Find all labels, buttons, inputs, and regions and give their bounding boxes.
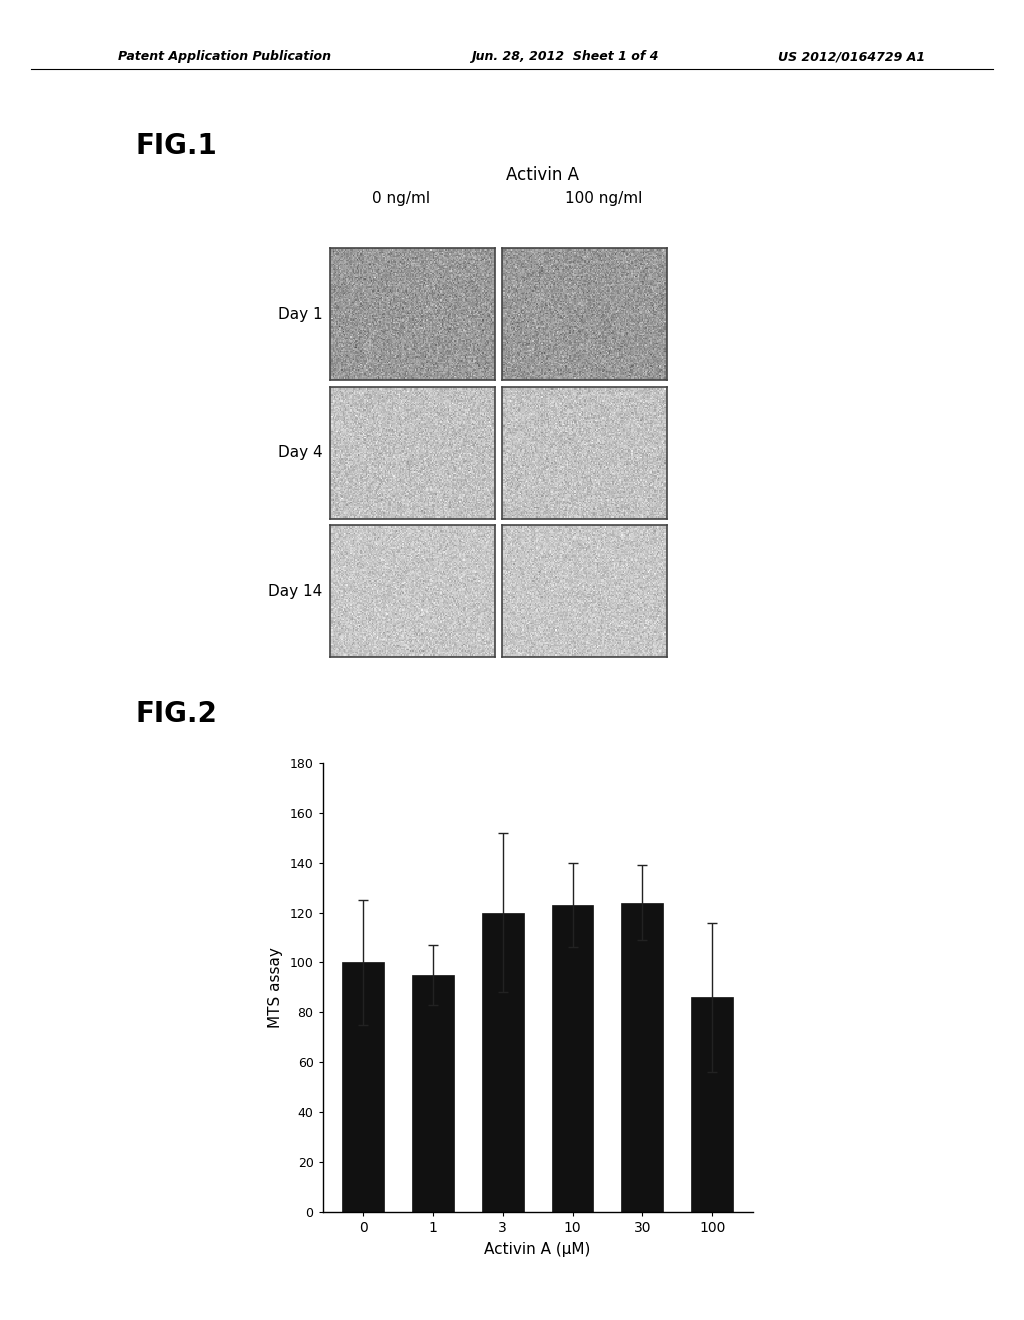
Text: 0 ng/ml: 0 ng/ml xyxy=(373,191,430,206)
Y-axis label: MTS assay: MTS assay xyxy=(267,946,283,1028)
Bar xyxy=(552,906,594,1212)
Text: Activin A: Activin A xyxy=(506,166,580,185)
Text: Jun. 28, 2012  Sheet 1 of 4: Jun. 28, 2012 Sheet 1 of 4 xyxy=(471,50,658,63)
Text: Day 1: Day 1 xyxy=(278,306,323,322)
Bar xyxy=(691,998,733,1212)
Text: Day 14: Day 14 xyxy=(268,583,323,599)
Text: 100 ng/ml: 100 ng/ml xyxy=(565,191,643,206)
Bar xyxy=(412,975,454,1212)
X-axis label: Activin A (μM): Activin A (μM) xyxy=(484,1242,591,1257)
Text: FIG.2: FIG.2 xyxy=(135,700,217,727)
Bar xyxy=(481,912,523,1212)
Text: Day 4: Day 4 xyxy=(278,445,323,461)
Text: Patent Application Publication: Patent Application Publication xyxy=(118,50,331,63)
Text: US 2012/0164729 A1: US 2012/0164729 A1 xyxy=(778,50,926,63)
Bar xyxy=(342,962,384,1212)
Bar xyxy=(622,903,664,1212)
Text: FIG.1: FIG.1 xyxy=(135,132,217,160)
